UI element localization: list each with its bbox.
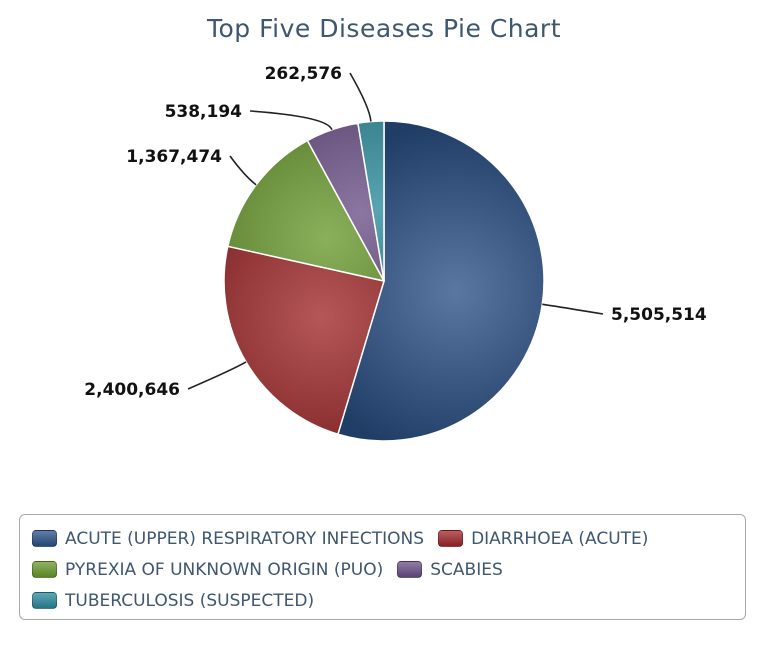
label-connector xyxy=(542,303,604,315)
legend-row: PYREXIA OF UNKNOWN ORIGIN (PUO) SCABIES xyxy=(32,554,735,585)
label-connector xyxy=(229,155,257,186)
pie-slice[interactable] xyxy=(337,120,545,442)
data-label: 262,576 xyxy=(265,64,342,84)
pie-slice[interactable] xyxy=(357,120,385,282)
legend-swatch xyxy=(32,561,57,578)
legend-label: ACUTE (UPPER) RESPIRATORY INFECTIONS xyxy=(65,528,425,549)
legend-item-scabies[interactable]: SCABIES xyxy=(397,560,503,580)
legend-item-tuberculosis[interactable]: TUBERCULOSIS (SUSPECTED) xyxy=(32,591,314,611)
legend: ACUTE (UPPER) RESPIRATORY INFECTIONS DIA… xyxy=(19,514,746,620)
legend-row: TUBERCULOSIS (SUSPECTED) xyxy=(32,585,735,616)
legend-label: TUBERCULOSIS (SUSPECTED) xyxy=(65,590,315,611)
legend-swatch xyxy=(438,530,464,547)
legend-row: ACUTE (UPPER) RESPIRATORY INFECTIONS DIA… xyxy=(32,523,735,554)
legend-swatch xyxy=(397,561,423,578)
data-label: 5,505,514 xyxy=(611,305,707,325)
label-connector xyxy=(249,110,333,131)
data-label: 2,400,646 xyxy=(84,380,180,400)
legend-label: PYREXIA OF UNKNOWN ORIGIN (PUO) xyxy=(65,559,384,580)
data-label: 1,367,474 xyxy=(126,147,222,167)
legend-label: DIARRHOEA (ACUTE) xyxy=(471,528,649,549)
legend-swatch xyxy=(32,592,57,609)
pie-chart: 5,505,514 2,400,646 1,367,474 538,194 262,57… xyxy=(84,64,707,442)
pie-slice[interactable] xyxy=(223,245,385,435)
data-label: 538,194 xyxy=(165,102,243,122)
legend-item-acute-respiratory[interactable]: ACUTE (UPPER) RESPIRATORY INFECTIONS xyxy=(32,529,424,549)
chart-title: Top Five Diseases Pie Chart xyxy=(206,14,562,43)
legend-item-pyrexia[interactable]: PYREXIA OF UNKNOWN ORIGIN (PUO) xyxy=(32,560,383,580)
legend-item-diarrhoea[interactable]: DIARRHOEA (ACUTE) xyxy=(438,529,648,549)
legend-swatch xyxy=(32,530,57,547)
legend-label: SCABIES xyxy=(430,559,503,580)
label-connector xyxy=(187,361,247,390)
label-connector xyxy=(349,72,372,122)
pie-slice[interactable] xyxy=(227,139,385,282)
